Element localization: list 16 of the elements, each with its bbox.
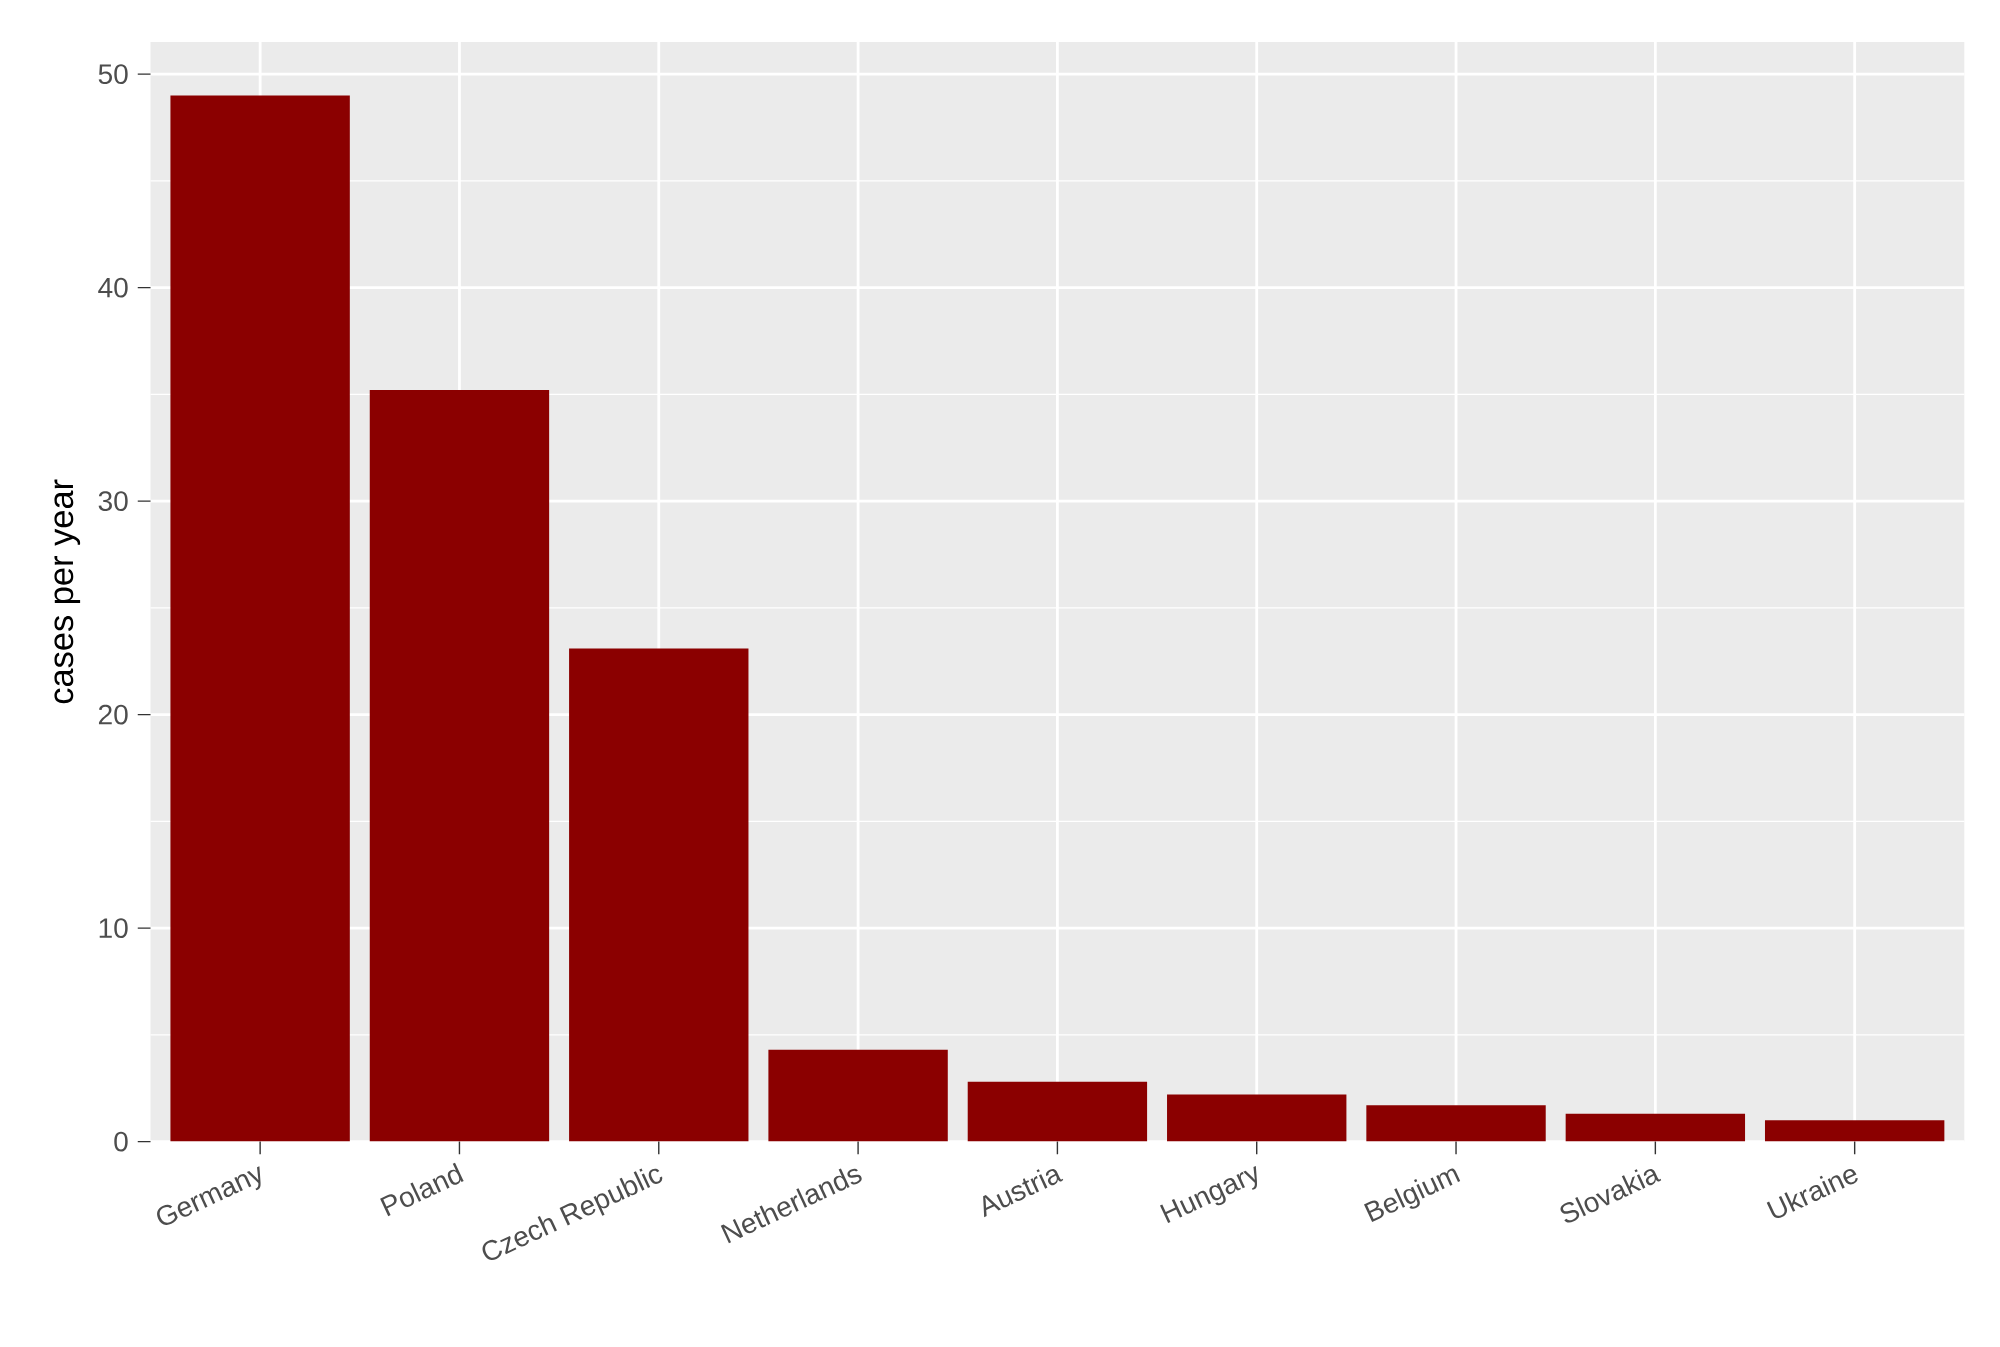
bar xyxy=(1167,1094,1347,1142)
y-axis-title: cases per year xyxy=(54,479,81,704)
bar xyxy=(1764,1120,1945,1142)
bar xyxy=(768,1049,948,1142)
bar xyxy=(569,648,749,1142)
bar xyxy=(369,390,550,1142)
bar xyxy=(967,1081,1148,1142)
bar xyxy=(170,95,350,1142)
y-tick-label: 10 xyxy=(99,918,128,939)
bar xyxy=(1565,1113,1746,1142)
y-tick-label: 30 xyxy=(98,491,128,512)
y-tick-label: 20 xyxy=(98,704,128,725)
y-tick-label: 40 xyxy=(98,277,128,298)
y-tick-label: 0 xyxy=(114,1131,128,1152)
y-tick-label: 50 xyxy=(98,64,128,85)
bar xyxy=(1366,1105,1546,1142)
